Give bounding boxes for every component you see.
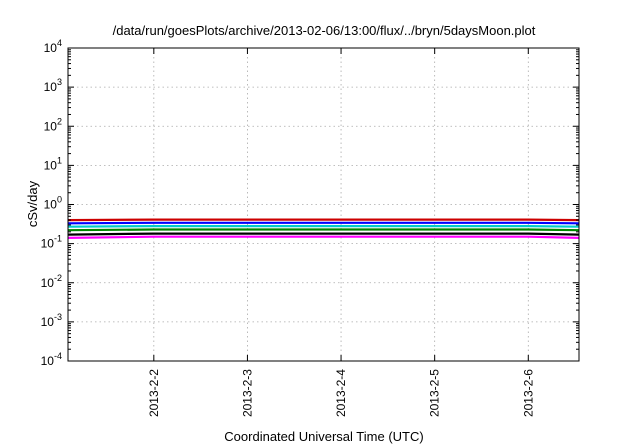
x-tick-label: 2013-2-6 [521, 369, 535, 417]
y-tick-labels: 10-4 10-3 10-2 10-1 100 101 102 103 104 [41, 38, 62, 368]
chart-title: /data/run/goesPlots/archive/2013-02-06/1… [113, 23, 536, 38]
series-line [67, 221, 580, 225]
x-tick-labels: 2013-2-2 2013-2-3 2013-2-4 2013-2-5 2013-2-6 [147, 369, 535, 417]
series-line [67, 232, 580, 236]
y-tick-label: 100 [44, 195, 62, 212]
series-line [67, 235, 580, 239]
x-tick-label: 2013-2-5 [428, 369, 442, 417]
y-tick-label: 10-3 [41, 312, 62, 329]
series-line [67, 228, 580, 232]
series-line [67, 218, 580, 222]
y-tick-label: 10-4 [41, 351, 62, 368]
grid-lines [68, 48, 579, 361]
y-tick-label: 102 [44, 116, 62, 133]
series-line [67, 225, 580, 228]
y-tick-label: 103 [44, 77, 62, 94]
y-tick-label: 101 [44, 155, 62, 172]
y-tick-label: 104 [44, 38, 62, 55]
axis-ticks [68, 47, 579, 362]
data-series [67, 218, 580, 239]
y-axis-label: cSv/day [25, 180, 40, 227]
y-tick-label: 10-1 [41, 234, 62, 251]
x-tick-label: 2013-2-3 [240, 369, 254, 417]
x-axis-label: Coordinated Universal Time (UTC) [224, 429, 423, 444]
y-tick-label: 10-2 [41, 273, 62, 290]
x-tick-label: 2013-2-2 [147, 369, 161, 417]
x-tick-label: 2013-2-4 [334, 369, 348, 417]
